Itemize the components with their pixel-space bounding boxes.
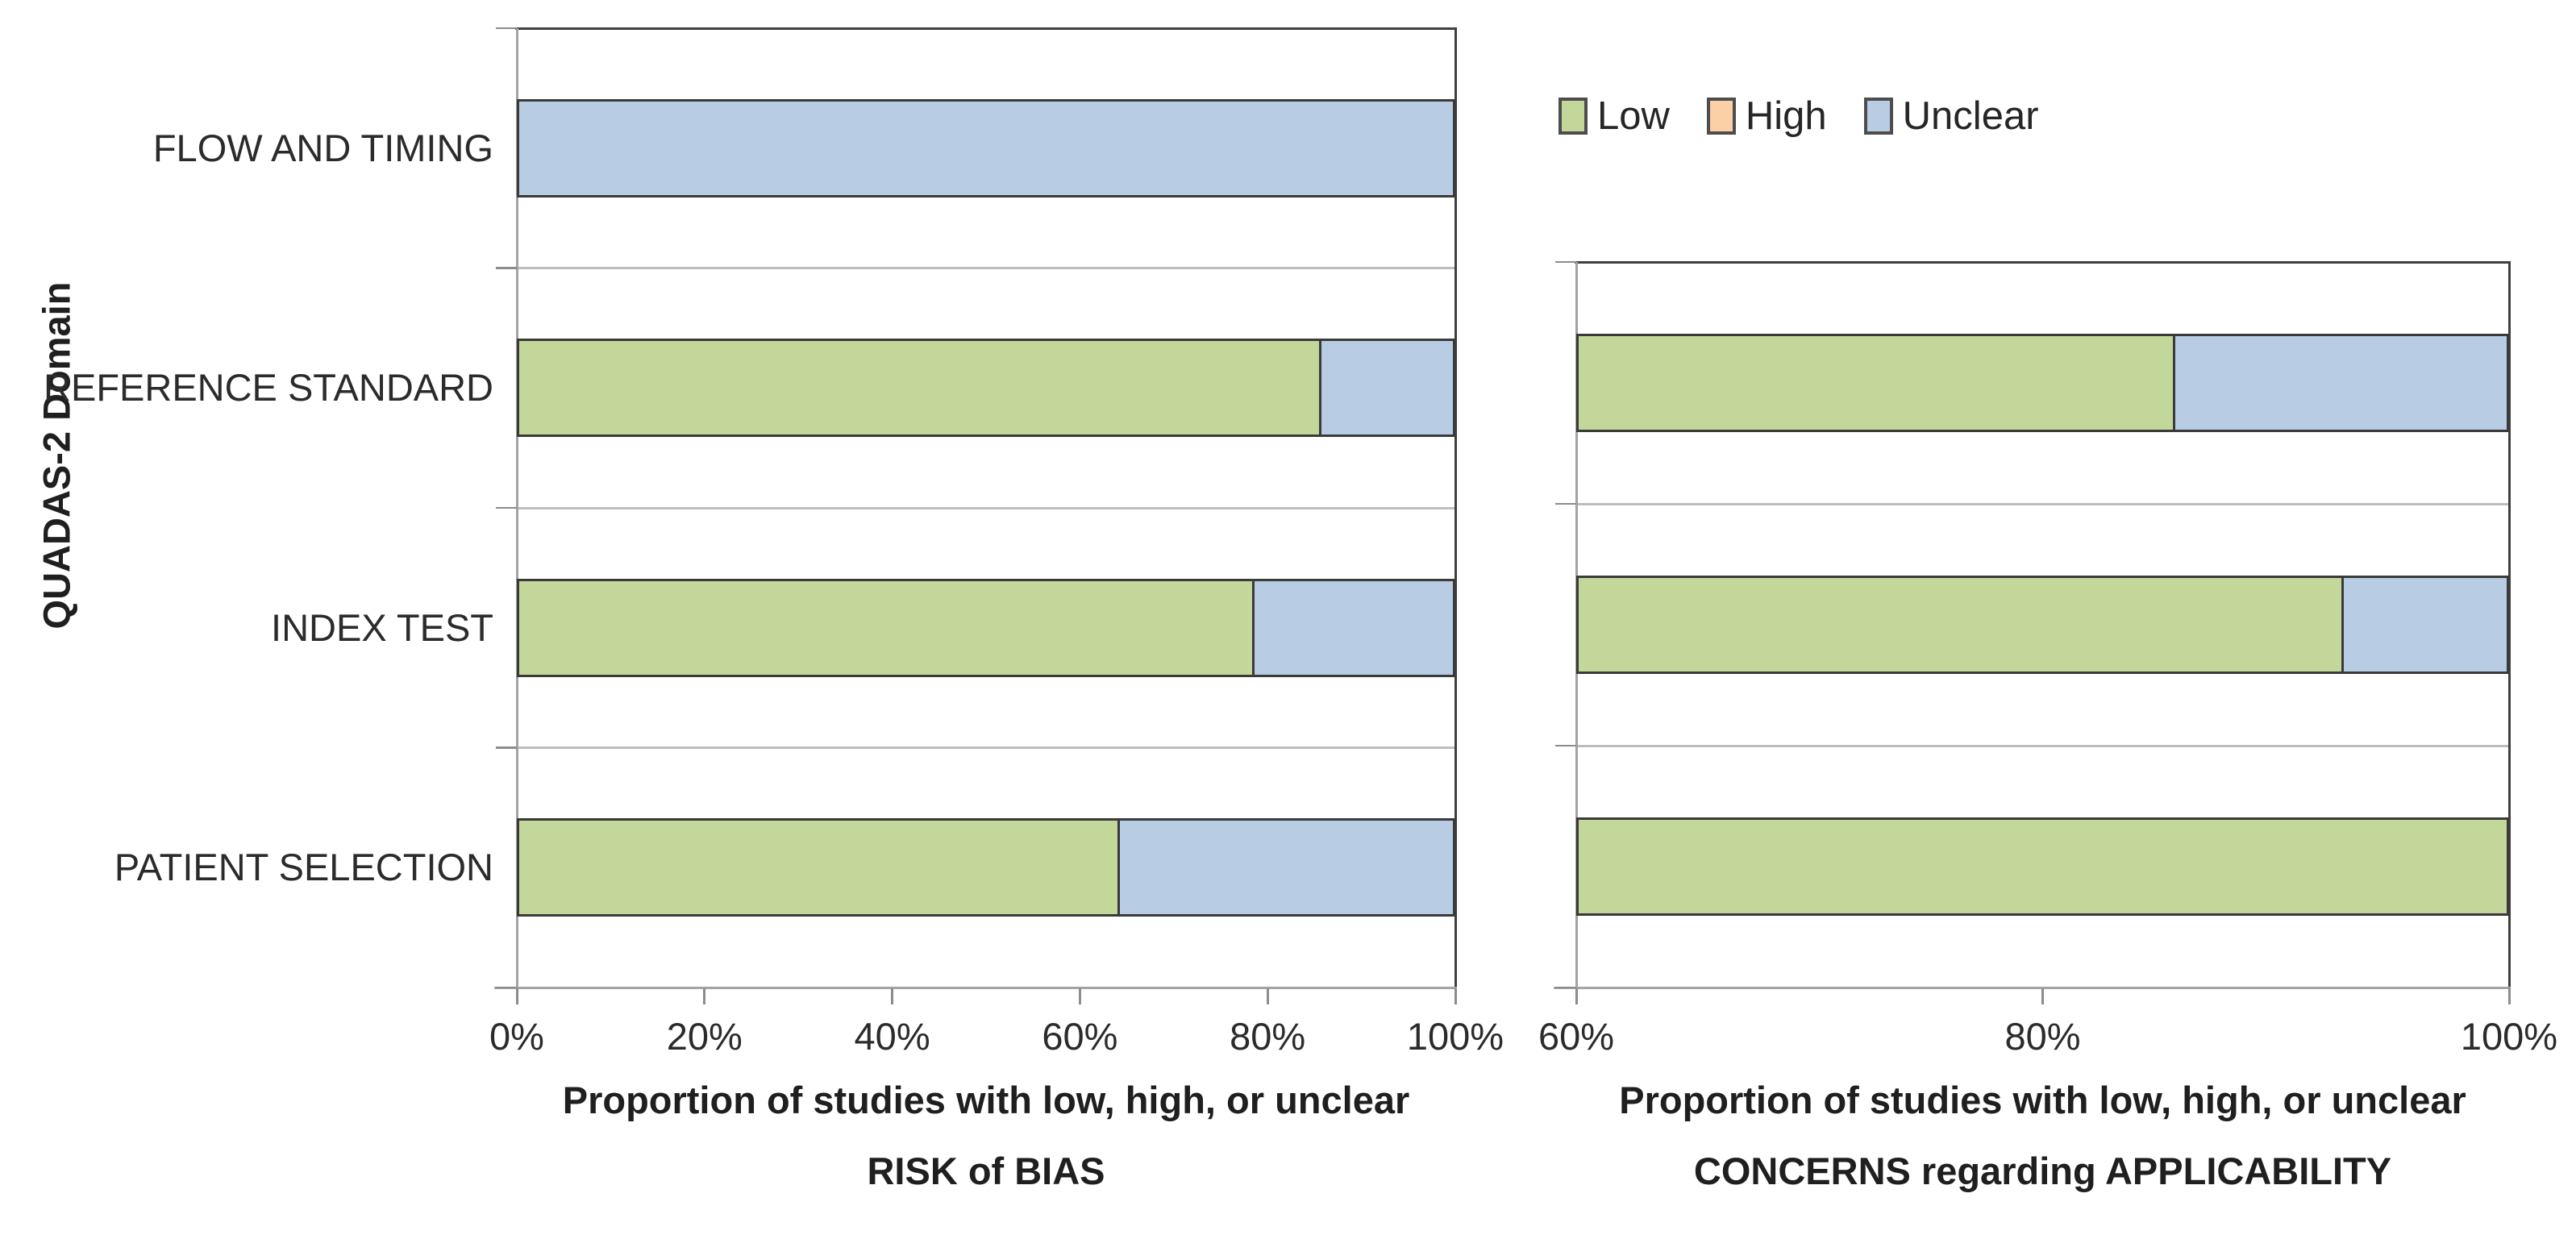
risk-of-bias-bar-segment-low: [517, 818, 1121, 917]
legend-label: High: [1745, 94, 1827, 138]
y-axis-title: QUADAS-2 Domain: [35, 281, 78, 630]
legend-swatch-unclear: [1863, 98, 1893, 135]
risk-of-bias-value-tick: [1266, 988, 1269, 1004]
risk-of-bias-tick-label: 40%: [854, 1015, 930, 1058]
risk-of-bias-category-axis-line: [516, 28, 518, 988]
risk-of-bias-tick-label: 80%: [1230, 1015, 1306, 1058]
applicability-axis-title-line1: Proportion of studies with low, high, or…: [1619, 1079, 2466, 1121]
applicability-gridline: [1576, 744, 2509, 747]
legend-item-low: Low: [1559, 94, 1670, 139]
risk-of-bias-gridline: [517, 267, 1455, 269]
applicability-bar-segment-unclear: [2341, 576, 2509, 674]
applicability-value-tick: [1575, 988, 1578, 1004]
risk-of-bias-tick-label: 100%: [1406, 1015, 1504, 1058]
applicability-value-tick: [2507, 988, 2511, 1004]
risk-of-bias-plot-border-top: [515, 27, 1457, 30]
applicability-bar-segment-low: [1576, 817, 2509, 916]
applicability-value-axis-line: [1554, 986, 2511, 989]
risk-of-bias-value-tick: [515, 988, 518, 1004]
category-label: PATIENT SELECTION: [114, 846, 493, 889]
applicability-axis-title-line2: CONCERNS regarding APPLICABILITY: [1693, 1150, 2392, 1192]
category-label: FLOW AND TIMING: [152, 126, 493, 169]
category-label: REFERENCE STANDARD: [44, 366, 493, 410]
applicability-plot-border-top: [1575, 260, 2511, 264]
legend-label: Unclear: [1902, 94, 2039, 138]
risk-of-bias-tick-label: 20%: [666, 1015, 743, 1058]
applicability-bar-segment-low: [1576, 576, 2344, 674]
legend-item-unclear: Unclear: [1863, 94, 2039, 139]
risk-of-bias-value-tick: [1454, 988, 1457, 1004]
risk-of-bias-gridline: [517, 506, 1455, 509]
risk-of-bias-tick-label: 0%: [489, 1015, 544, 1058]
risk-of-bias-bar-segment-low: [517, 339, 1321, 438]
legend-swatch-high: [1706, 98, 1736, 135]
category-label: INDEX TEST: [271, 605, 493, 649]
risk-of-bias-value-tick: [703, 988, 706, 1004]
applicability-gridline: [1576, 502, 2509, 505]
risk-of-bias-value-axis-line: [494, 986, 1457, 989]
risk-of-bias-category-tick: [496, 746, 517, 749]
risk-of-bias-category-tick: [496, 27, 517, 30]
risk-of-bias-bar-segment-low: [517, 578, 1255, 677]
applicability-tick-label: 80%: [2004, 1015, 2081, 1058]
risk-of-bias-bar-segment-unclear: [517, 98, 1455, 198]
risk-of-bias-tick-label: 60%: [1042, 1015, 1118, 1058]
applicability-bar-segment-low: [1576, 334, 2176, 432]
applicability-tick-label: 100%: [2460, 1015, 2558, 1058]
legend-item-high: High: [1706, 94, 1827, 139]
risk-of-bias-value-tick: [1078, 988, 1081, 1004]
applicability-tick-label: 60%: [1538, 1015, 1615, 1058]
risk-of-bias-bar-segment-unclear: [1117, 818, 1455, 917]
chart-legend: Low High Unclear: [1559, 94, 2039, 139]
risk-of-bias-gridline: [517, 746, 1455, 749]
risk-of-bias-bar-segment-unclear: [1318, 339, 1455, 438]
risk-of-bias-bar-segment-unclear: [1251, 578, 1455, 677]
risk-of-bias-plot-border-right: [1454, 27, 1457, 989]
applicability-value-tick: [2041, 988, 2044, 1004]
applicability-plot-border-right: [2507, 260, 2511, 989]
risk-of-bias-category-tick: [496, 986, 517, 989]
risk-of-bias-value-tick: [891, 988, 894, 1004]
risk-of-bias-axis-title-line1: Proportion of studies with low, high, or…: [562, 1079, 1410, 1121]
applicability-bar-segment-unclear: [2173, 334, 2509, 432]
applicability-category-tick: [1555, 986, 1576, 989]
applicability-category-tick: [1555, 260, 1576, 264]
applicability-category-tick: [1555, 744, 1576, 747]
legend-swatch-low: [1559, 98, 1588, 135]
risk-of-bias-category-tick: [496, 506, 517, 509]
risk-of-bias-category-tick: [496, 267, 517, 269]
risk-of-bias-axis-title-line2: RISK of BIAS: [867, 1150, 1105, 1192]
applicability-category-tick: [1555, 502, 1576, 505]
legend-label: Low: [1597, 94, 1670, 138]
